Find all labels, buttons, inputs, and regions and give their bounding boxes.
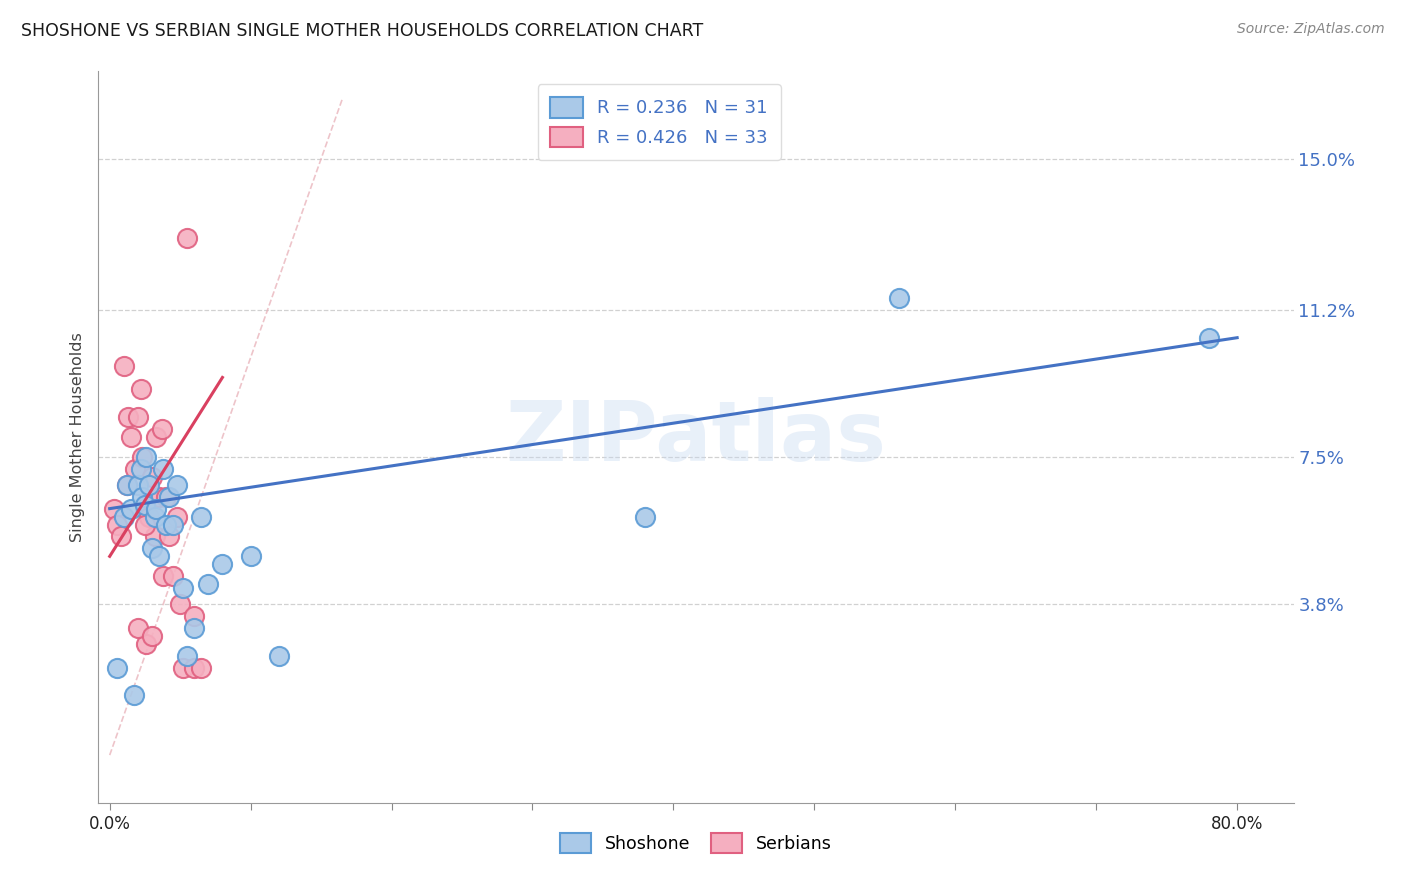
Point [120, 430, 142, 444]
Point [145, 501, 167, 516]
Point [129, 383, 152, 397]
Point [127, 477, 149, 491]
Point [127, 621, 149, 635]
Point [135, 637, 157, 651]
Point [166, 477, 188, 491]
Point [152, 569, 174, 583]
Point [183, 621, 205, 635]
Point [117, 410, 139, 425]
Point [105, 517, 128, 532]
Point [138, 477, 160, 491]
Point [103, 501, 125, 516]
Point [112, 359, 135, 373]
Point [110, 529, 132, 543]
Point [138, 509, 160, 524]
Point [135, 450, 157, 464]
Point [120, 501, 142, 516]
Point [134, 501, 156, 516]
Point [267, 648, 290, 663]
Point [183, 660, 205, 674]
Point [172, 660, 194, 674]
Point [148, 490, 170, 504]
Point [172, 581, 194, 595]
Point [141, 629, 163, 643]
Point [131, 450, 153, 464]
Point [169, 597, 191, 611]
Point [190, 660, 212, 674]
Point [239, 549, 262, 564]
Text: ZIPatlas: ZIPatlas [506, 397, 886, 477]
Point [162, 569, 184, 583]
Point [143, 529, 166, 543]
Point [112, 509, 135, 524]
Point [148, 549, 170, 564]
Point [183, 609, 205, 624]
Point [134, 517, 156, 532]
Point [162, 517, 184, 532]
Point [176, 648, 198, 663]
Point [634, 509, 657, 524]
Point [129, 462, 152, 476]
Point [105, 660, 128, 674]
Point [143, 509, 166, 524]
Point [190, 509, 212, 524]
Point [145, 430, 167, 444]
Point [150, 422, 173, 436]
Point [211, 558, 233, 572]
Point [887, 291, 910, 305]
Point [157, 529, 180, 543]
Point [155, 517, 177, 532]
Point [1198, 331, 1220, 345]
Point [157, 490, 180, 504]
Legend: Shoshone, Serbians: Shoshone, Serbians [553, 826, 839, 860]
Point [197, 577, 219, 591]
Point [115, 477, 138, 491]
Point [131, 490, 153, 504]
Point [152, 462, 174, 476]
Point [155, 490, 177, 504]
Point [141, 470, 163, 484]
Point [176, 231, 198, 245]
Text: Source: ZipAtlas.com: Source: ZipAtlas.com [1237, 22, 1385, 37]
Point [122, 689, 145, 703]
Point [124, 462, 146, 476]
Y-axis label: Single Mother Households: Single Mother Households [70, 332, 86, 542]
Point [166, 509, 188, 524]
Point [141, 541, 163, 556]
Point [127, 410, 149, 425]
Text: SHOSHONE VS SERBIAN SINGLE MOTHER HOUSEHOLDS CORRELATION CHART: SHOSHONE VS SERBIAN SINGLE MOTHER HOUSEH… [21, 22, 703, 40]
Point [134, 498, 156, 512]
Point [115, 477, 138, 491]
